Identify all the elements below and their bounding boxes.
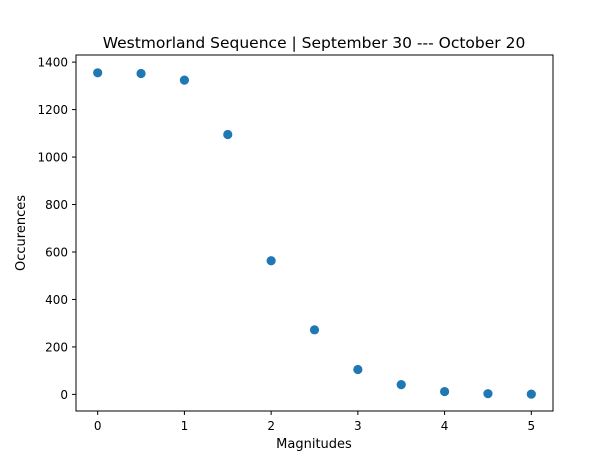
y-tick-label-600: 600 [45,245,68,259]
y-tick-label-800: 800 [45,198,68,212]
x-tick-label-2: 2 [267,419,275,433]
plot-area-frame [75,54,554,412]
y-tick-label-400: 400 [45,293,68,307]
data-points [93,68,536,399]
chart-title: Westmorland Sequence | September 30 --- … [103,34,526,52]
data-point-5 [309,325,320,335]
data-point-0 [93,68,103,78]
data-point-6 [353,364,363,375]
x-tick-label-1: 1 [181,419,189,433]
x-tick-label-4: 4 [441,419,449,433]
x-tick-label-0: 0 [94,419,102,433]
y-axis-ticks: 0 200 400 600 800 1000 1200 1400 [37,56,76,402]
y-tick-label-200: 200 [45,340,68,354]
data-point-10 [526,389,536,399]
x-axis-ticks: 0 1 2 3 4 5 [94,411,535,433]
y-axis-label: Occurences [14,195,29,271]
x-tick-label-3: 3 [354,419,362,433]
x-axis-label: Magnitudes [276,437,352,452]
data-point-9 [483,389,493,399]
data-point-7 [396,380,406,390]
y-tick-label-1200: 1200 [37,103,68,117]
y-tick-label-1400: 1400 [37,56,68,70]
data-point-4 [266,256,276,266]
data-point-3 [223,129,233,140]
data-point-8 [439,386,450,397]
y-tick-label-1000: 1000 [37,151,68,165]
x-tick-label-5: 5 [527,419,535,433]
data-point-1 [136,68,146,79]
data-point-2 [179,75,190,85]
y-tick-label-0: 0 [60,388,68,402]
